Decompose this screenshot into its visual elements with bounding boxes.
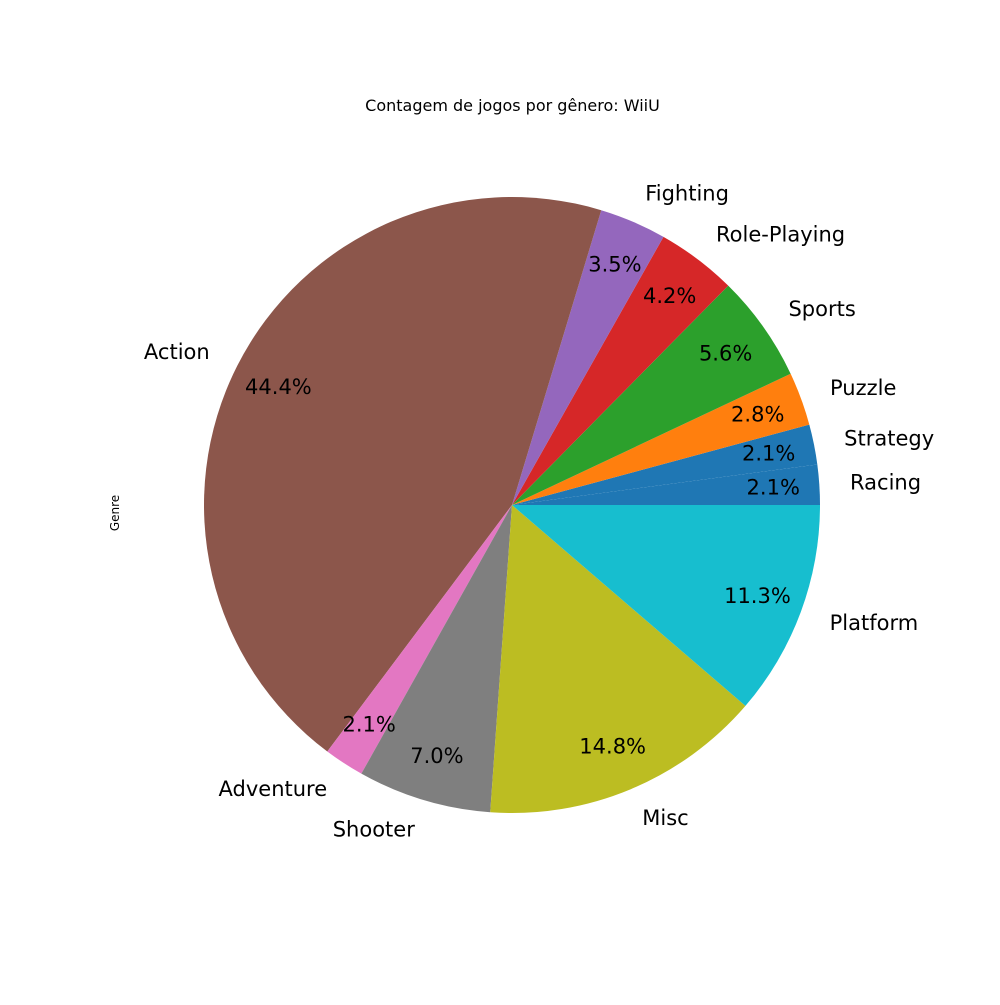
- pie-slice-adventure: [327, 505, 512, 774]
- chart-title: Contagem de jogos por gênero: WiiU: [365, 96, 660, 115]
- pie-slice-role-playing: [512, 236, 729, 506]
- y-axis-label: Genre: [108, 494, 122, 532]
- pie-percent-label: 5.6%: [699, 342, 752, 366]
- pie-category-label: Fighting: [645, 181, 729, 205]
- pie-category-label: Role-Playing: [716, 223, 845, 247]
- pie-percent-label: 3.5%: [588, 252, 641, 276]
- pie-slice-shooter: [361, 505, 512, 813]
- pie-category-label: Strategy: [844, 426, 934, 450]
- pie-percent-label: 2.1%: [342, 712, 395, 736]
- pie-percent-label: 11.3%: [724, 584, 791, 608]
- pie-percent-label: 44.4%: [245, 375, 312, 399]
- pie-percent-label: 14.8%: [579, 735, 646, 759]
- pie-category-label: Shooter: [333, 818, 415, 842]
- pie-slice-action: [204, 197, 602, 752]
- pie-slice-puzzle: [512, 373, 810, 505]
- pie-category-label: Racing: [850, 471, 921, 495]
- pie-labels: 2.1% Racing 2.1% Strategy 2.8% Puzzle 5.6% Spor…: [144, 181, 934, 841]
- pie-category-label: Puzzle: [830, 376, 896, 400]
- pie-slice-misc: [490, 505, 746, 813]
- pie-percent-label: 2.8%: [731, 403, 784, 427]
- pie-slice-platform: [512, 505, 821, 706]
- pie-category-label: Sports: [788, 297, 855, 321]
- pie-slice-racing: [512, 464, 820, 505]
- pie-percent-label: 7.0%: [410, 744, 463, 768]
- pie-category-label: Adventure: [219, 777, 328, 801]
- pie-percent-label: 2.1%: [747, 476, 800, 500]
- pie-slice-strategy: [512, 424, 818, 505]
- pie-percent-label: 4.2%: [643, 284, 696, 308]
- pie-slice-sports: [512, 285, 791, 505]
- pie-category-label: Action: [144, 340, 210, 364]
- pie-slices: [204, 197, 821, 813]
- pie-slice-fighting: [512, 210, 664, 505]
- pie-category-label: Misc: [642, 806, 688, 830]
- pie-percent-label: 2.1%: [742, 441, 795, 465]
- pie-category-label: Platform: [830, 611, 919, 635]
